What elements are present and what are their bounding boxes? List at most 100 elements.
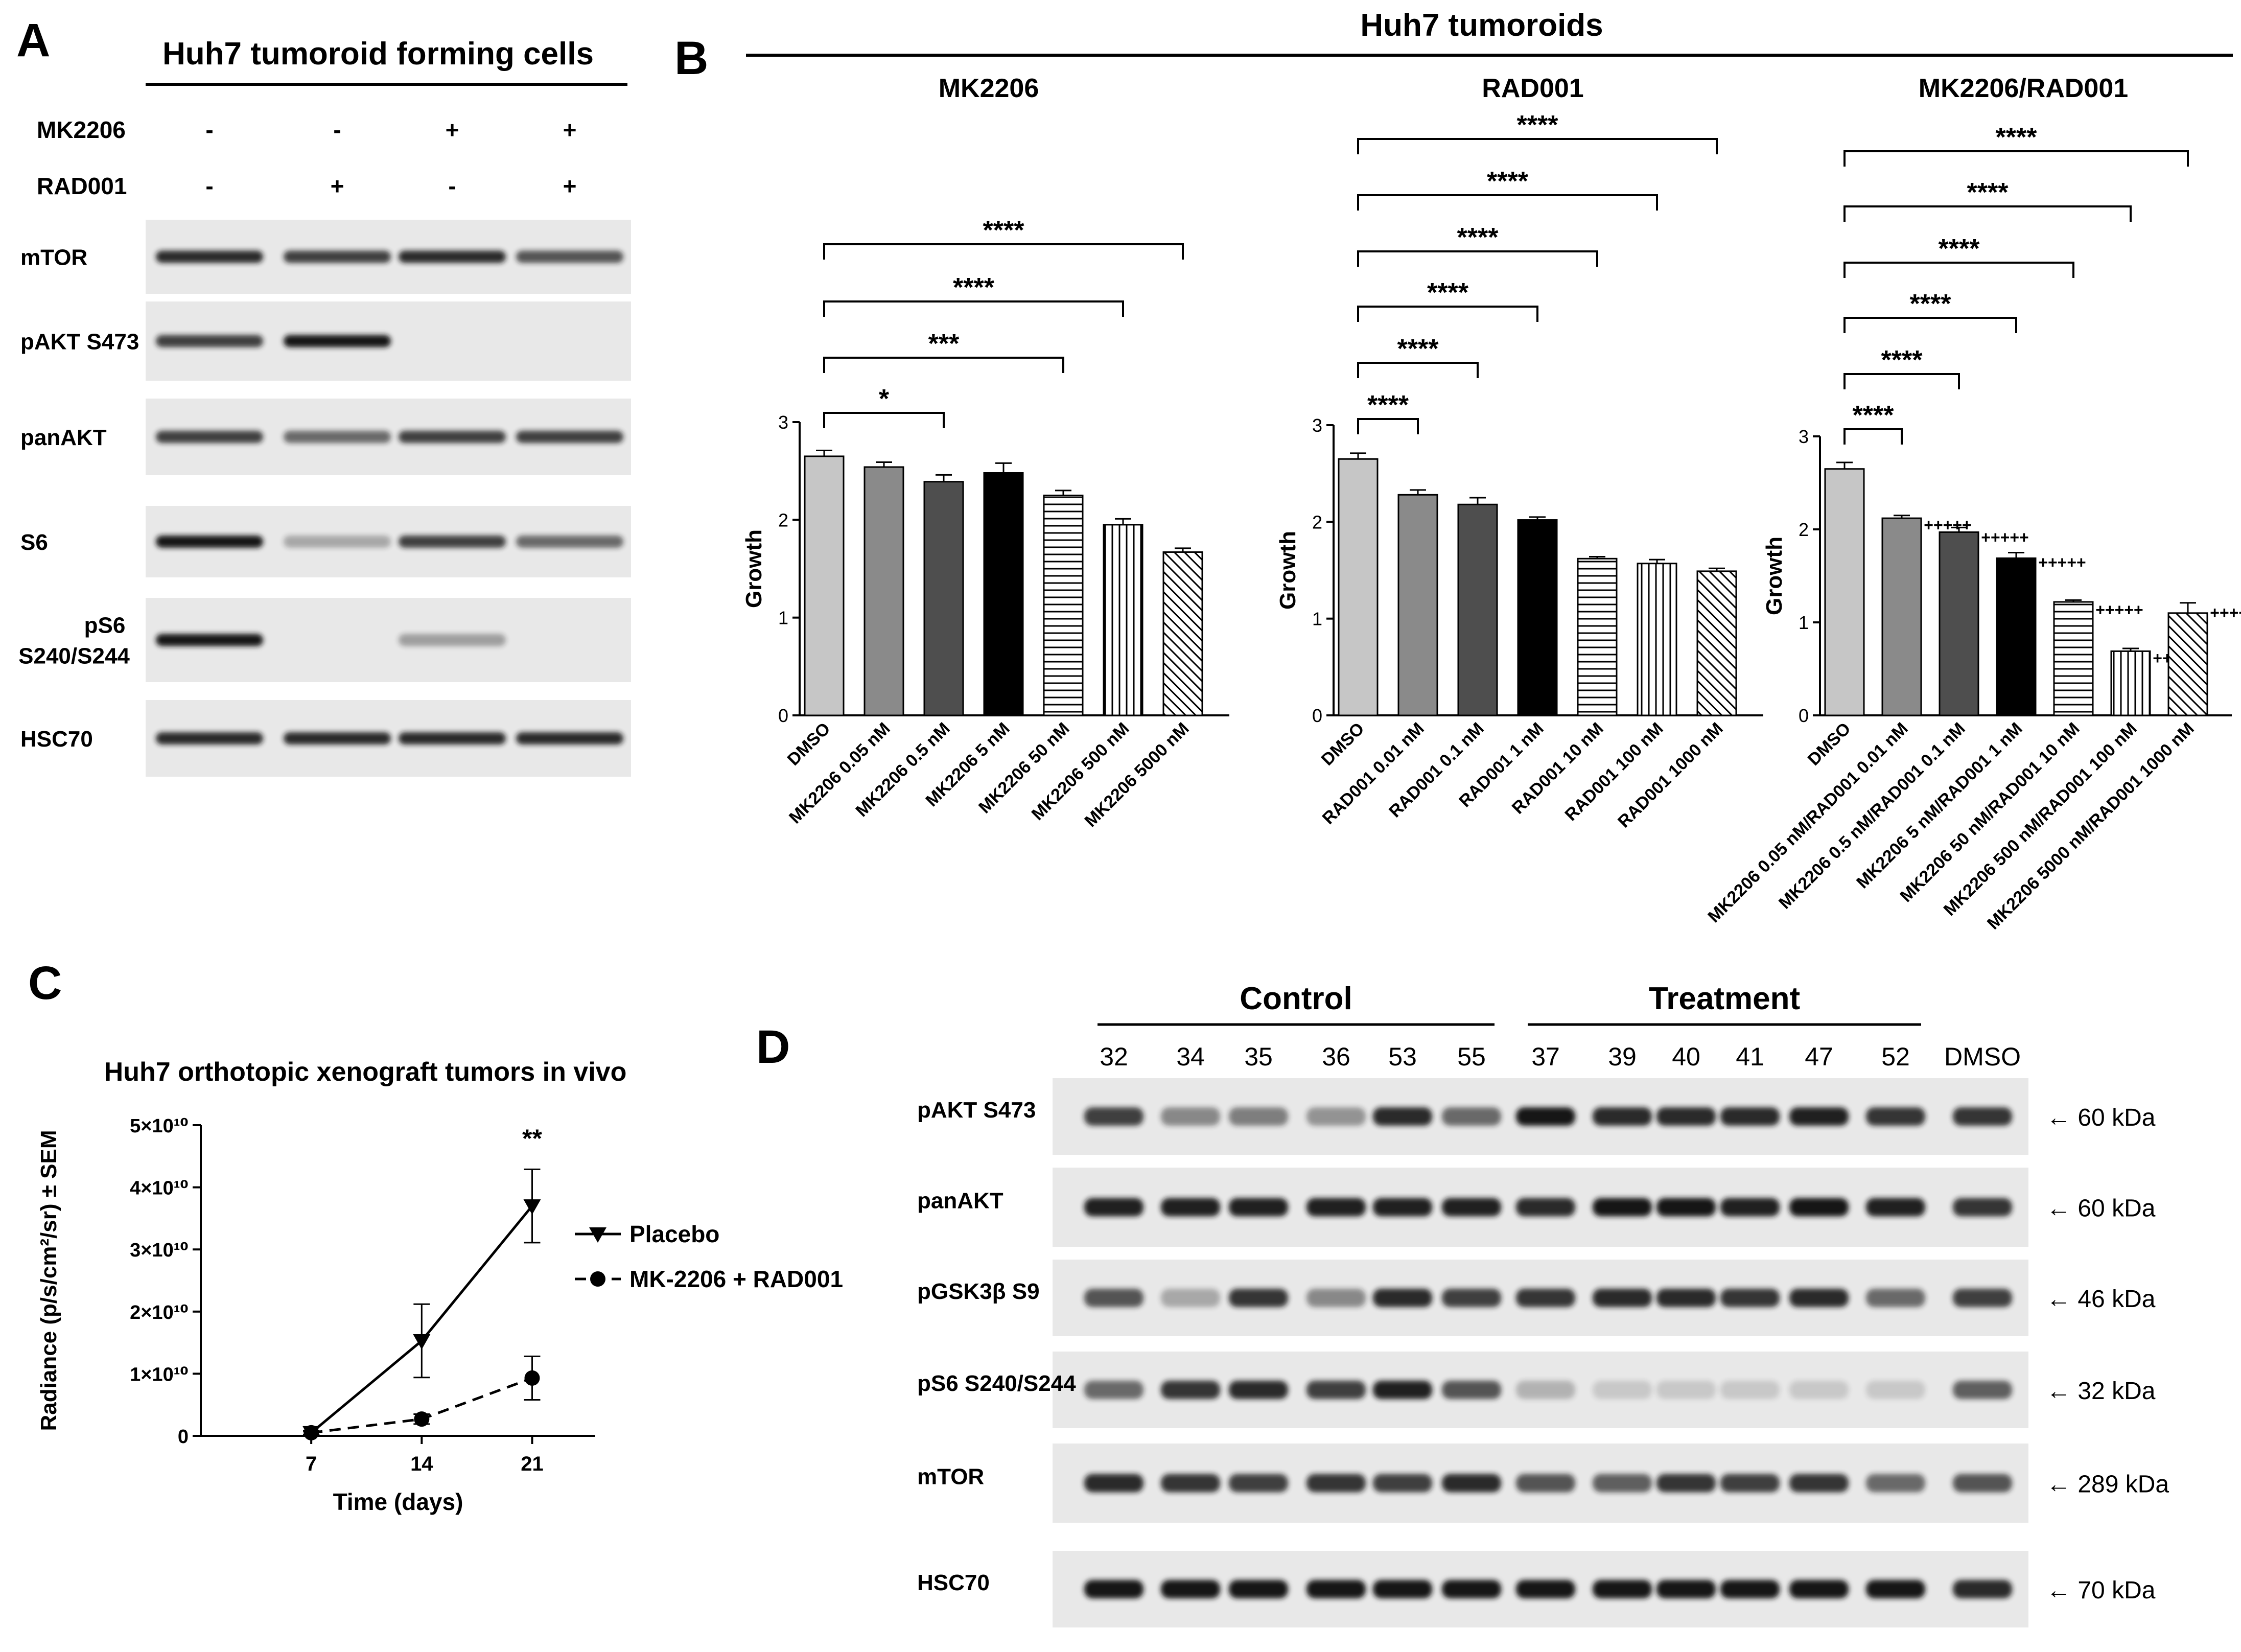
- panel-d-letter: D: [756, 1021, 790, 1073]
- chart-title: MK2206: [939, 74, 1039, 103]
- blot-band: [1306, 1474, 1366, 1493]
- blot-band: [1593, 1198, 1652, 1217]
- blot-band: [1720, 1198, 1780, 1217]
- blot-band: [1789, 1198, 1849, 1217]
- blot-band: [1866, 1198, 1925, 1217]
- significance-label: ****: [1457, 223, 1499, 252]
- y-tick-label: 1: [778, 608, 788, 629]
- y-tick-label: 3: [1312, 415, 1322, 436]
- panel-d-header: Control 32 34 35 36 53 55 Treatment 37 39 40 41 47 52…: [1098, 981, 2021, 1071]
- blot-band: [516, 431, 623, 443]
- blot-band: [1593, 1289, 1652, 1307]
- significance-plus: +++++: [1924, 516, 1971, 534]
- blot-label-line: S240/S244: [18, 644, 130, 669]
- y-tick-label: 1×10¹⁰: [130, 1364, 189, 1385]
- blot-label: pGSK3β S9: [917, 1279, 1040, 1304]
- significance-label: ****: [1487, 167, 1529, 196]
- blot-band: [1789, 1289, 1849, 1307]
- blot-band: [1442, 1474, 1501, 1493]
- blot-band: [1789, 1107, 1849, 1126]
- bar: [1881, 517, 1922, 716]
- blot-band: [1229, 1107, 1288, 1126]
- blot-band: [156, 536, 263, 548]
- bar: [1996, 557, 2037, 716]
- significance-label: ****: [1996, 123, 2038, 152]
- data-point: [413, 1334, 431, 1349]
- bar: [804, 455, 845, 716]
- comparison-bracket: [1357, 250, 1598, 267]
- molecular-weight-label: ← 70 kDa: [2046, 1577, 2156, 1604]
- blot-band: [156, 634, 263, 646]
- comparison-bracket: [1843, 205, 2132, 222]
- blot-band: [1229, 1580, 1288, 1598]
- blot-band: [1789, 1474, 1849, 1493]
- data-point: [304, 1425, 319, 1440]
- blot-band: [1516, 1381, 1575, 1399]
- significance-label: ****: [1517, 110, 1559, 140]
- blot-band: [1656, 1289, 1716, 1307]
- blot-band: [1656, 1107, 1716, 1126]
- data-point: [523, 1199, 541, 1215]
- y-tick-label: 1: [1312, 609, 1322, 630]
- blot-band: [1229, 1198, 1288, 1217]
- blot-band: [1306, 1107, 1366, 1126]
- significance-label: ****: [953, 273, 995, 303]
- x-tick-label: MK2206 0.05 nM: [785, 719, 894, 828]
- blot-label: mTOR: [20, 245, 87, 270]
- treatment-rows: MK2206 - - + + RAD001 - + - +: [37, 117, 576, 199]
- panel-a-letter: A: [16, 14, 50, 66]
- chart-title: MK2206/RAD001: [1919, 74, 2128, 103]
- blot-band: [156, 335, 263, 347]
- y-tick-label: 3: [778, 412, 788, 433]
- x-tick-label: RAD001 1000 nM: [1614, 719, 1727, 832]
- blot-band: [1306, 1580, 1366, 1598]
- x-tick-label: DMSO: [1318, 719, 1368, 770]
- blot-band: [1953, 1474, 2012, 1493]
- blot-band: [1161, 1580, 1220, 1598]
- bar: [1637, 563, 1677, 716]
- blot-label: pS6 S240/S244: [917, 1371, 1076, 1396]
- sample-label: 55: [1457, 1042, 1486, 1071]
- x-tick-label: RAD001 0.01 nM: [1319, 719, 1428, 828]
- comparison-bracket: [1843, 262, 2074, 278]
- significance-label: ****: [1397, 334, 1439, 364]
- blot-band: [156, 250, 263, 263]
- blot-band: [1084, 1289, 1143, 1307]
- blot-band: [1866, 1474, 1925, 1493]
- blot-band: [399, 250, 506, 263]
- blot-band: [399, 431, 506, 443]
- sample-label: 35: [1244, 1042, 1273, 1071]
- sample-label: 40: [1672, 1042, 1700, 1071]
- blot-band: [1593, 1107, 1652, 1126]
- sample-label: 39: [1608, 1042, 1637, 1071]
- blot-band: [1789, 1580, 1849, 1598]
- panel-d: D Control 32 34 35 36 53 55 Treatment 37 39 40 41 47…: [756, 981, 2169, 1627]
- x-axis-label: Time (days): [333, 1488, 463, 1515]
- blot-band: [1953, 1580, 2012, 1598]
- panel-d-blots: pAKT S473 ← 60 kDa panAKT ← 60 kDa pGSK3β S9…: [917, 1078, 2169, 1627]
- comparison-bracket: [1843, 317, 2017, 333]
- bar: [923, 481, 964, 716]
- molecular-weight-label: ← 60 kDa: [2046, 1195, 2156, 1222]
- blot-band: [1656, 1381, 1716, 1399]
- y-tick-label: 3×10¹⁰: [130, 1240, 189, 1261]
- treatment-label: MK2206: [37, 117, 126, 143]
- blot-band: [1656, 1474, 1716, 1493]
- y-tick-label: 3: [1799, 426, 1809, 447]
- treatment-sign: -: [205, 173, 213, 199]
- bar: [1696, 570, 1737, 716]
- blot-band: [1373, 1198, 1432, 1217]
- legend-marker: [590, 1271, 605, 1287]
- panel-a-title: Huh7 tumoroid forming cells: [162, 36, 594, 72]
- blot-band: [284, 431, 391, 443]
- blot-label: panAKT: [20, 425, 107, 450]
- blot-label: S6: [20, 530, 48, 555]
- molecular-weight-label: ← 32 kDa: [2046, 1378, 2156, 1405]
- treatment-sign: -: [333, 117, 341, 143]
- bar: [1824, 468, 1865, 716]
- blot-band: [399, 732, 506, 744]
- treatment-sign: +: [446, 117, 459, 143]
- comparison-bracket: [1357, 418, 1419, 434]
- bar: [1517, 519, 1558, 716]
